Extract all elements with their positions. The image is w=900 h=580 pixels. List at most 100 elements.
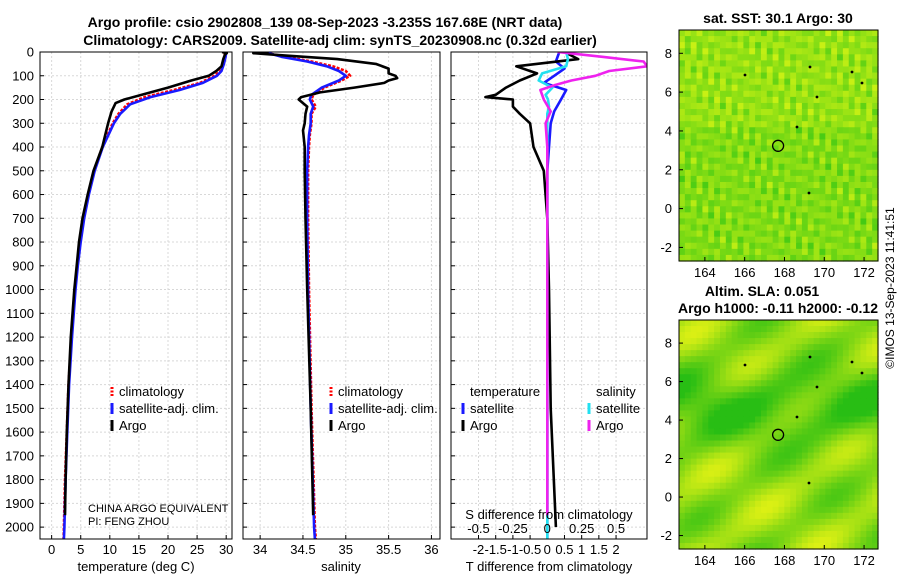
map-cell [772,344,780,351]
map-cell [690,242,698,250]
map-cell [719,60,727,68]
map-cell [819,121,826,128]
map-cell [755,181,762,189]
map-cell [796,133,803,141]
map-cell [755,72,762,80]
map-cell [725,452,733,460]
map-cell [696,121,704,128]
map-cell [831,524,838,532]
map-cell [749,416,756,424]
map-cell [813,254,821,262]
map-cell [696,206,704,213]
map-cell [848,542,856,550]
map-cell [696,224,704,232]
map-cell [778,524,785,532]
map-cell [690,212,698,220]
map-cell [714,242,721,250]
map-cell [860,66,867,74]
map-cell [796,440,803,448]
map-cell [813,470,821,478]
map-cell [714,356,721,363]
map-cell [702,428,709,436]
map-cell [825,139,832,147]
map-cell [702,72,709,80]
map-cell [848,200,856,207]
map-cell [837,127,844,134]
map-cell [737,470,744,478]
map-cell [848,404,856,411]
map-cell [696,410,704,418]
map-cell [790,230,797,238]
map-x-tick-label: 164 [694,553,716,568]
map-cell [807,218,815,226]
map-cell [872,109,879,116]
island-dot [850,70,854,74]
map-cell [696,542,704,550]
map-cell [708,338,715,345]
map-cell [743,452,750,460]
map-cell [731,434,739,442]
map-cell [854,254,862,262]
map-cell [755,30,762,37]
map-cell [708,224,715,232]
map-cell [842,181,850,189]
map-cell [819,500,826,508]
map-cell [714,54,721,61]
map-cell [784,139,791,147]
map-cell [790,452,797,460]
map-cell [737,218,744,226]
map-cell [743,230,750,238]
map-cell [737,90,744,98]
map-cell [690,344,698,351]
map-cell [801,54,809,61]
map-cell [784,380,791,387]
map-cell [866,230,873,238]
map-cell [848,60,856,68]
map-cell [755,482,762,490]
map-cell [737,482,744,490]
map-cell [837,482,844,490]
map-cell [696,494,704,502]
map-cell [825,78,832,86]
x-tick-label: 10 [103,542,117,557]
map-cell [743,181,750,189]
map-cell [831,500,838,508]
map-cell [866,362,873,369]
map-cell [749,242,756,250]
map-cell [796,338,803,345]
map-cell [854,218,862,226]
map-cell [854,326,862,333]
map-cell [866,181,873,189]
map-cell [731,428,739,436]
map-cell [848,151,856,159]
map-cell [825,338,832,345]
map-cell [749,374,756,381]
map-cell [831,206,838,213]
map-cell [813,536,821,544]
depth-tick-label: 600 [12,187,34,202]
map-cell [679,518,686,526]
map-cell [842,416,850,424]
map-cell [825,133,832,141]
map-cell [766,494,774,502]
map-cell [760,139,768,147]
map-cell [854,169,862,177]
map-cell [796,362,803,369]
map-cell [813,392,821,399]
map-cell [778,194,785,201]
map-cell [813,398,821,405]
map-cell [749,96,756,104]
map-cell [872,121,879,128]
map-cell [696,344,704,351]
map-cell [719,115,727,122]
map-cell [766,206,774,213]
map-cell [755,236,762,244]
map-cell [749,42,756,49]
map-cell [848,96,856,104]
map-cell [819,488,826,496]
map-cell [731,133,739,141]
map-cell [772,157,780,165]
map-cell [813,380,821,387]
map-cell [690,181,698,189]
map-cell [848,506,856,514]
